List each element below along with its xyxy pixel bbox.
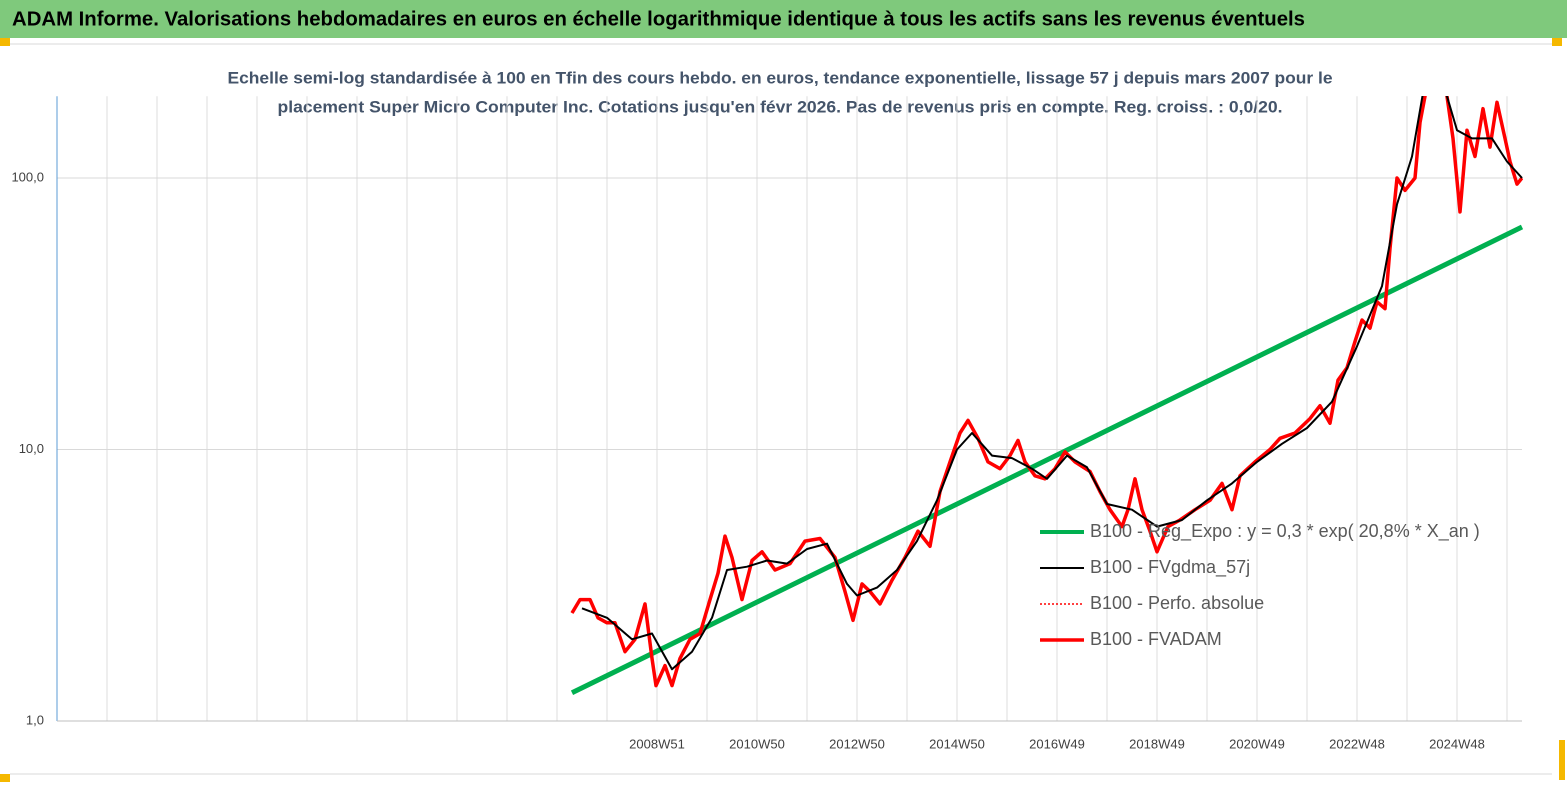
legend-label: B100 - FVADAM bbox=[1090, 629, 1222, 649]
x-tick-label: 2022W48 bbox=[1329, 736, 1385, 751]
legend-label: B100 - FVgdma_57j bbox=[1090, 557, 1250, 578]
chart-subtitle: Echelle semi-log standardisée à 100 en T… bbox=[228, 68, 1333, 87]
x-tick-label: 2018W49 bbox=[1129, 736, 1185, 751]
chart-subtitle: placement Super Micro Computer Inc. Cota… bbox=[278, 97, 1283, 116]
corner-marker bbox=[1552, 38, 1562, 46]
series-line bbox=[570, 224, 1523, 696]
x-tick-label: 2020W49 bbox=[1229, 736, 1285, 751]
legend: B100 - Reg_Expo : y = 0,3 * exp( 20,8% *… bbox=[1040, 521, 1480, 649]
page-title: ADAM Informe. Valorisations hebdomadaire… bbox=[12, 8, 1305, 30]
corner-marker bbox=[1559, 740, 1565, 780]
y-tick-label: 100,0 bbox=[11, 169, 44, 184]
legend-label: B100 - Reg_Expo : y = 0,3 * exp( 20,8% *… bbox=[1090, 521, 1480, 542]
header-bar bbox=[0, 0, 1567, 38]
x-tick-label: 2016W49 bbox=[1029, 736, 1085, 751]
series-line bbox=[581, 96, 1523, 671]
corner-marker bbox=[0, 38, 10, 46]
y-tick-label: 10,0 bbox=[19, 441, 44, 456]
x-tick-label: 2014W50 bbox=[929, 736, 985, 751]
x-tick-label: 2008W51 bbox=[629, 736, 685, 751]
x-tick-label: 2010W50 bbox=[729, 736, 785, 751]
y-tick-label: 1,0 bbox=[26, 712, 44, 727]
x-tick-label: 2024W48 bbox=[1429, 736, 1485, 751]
plot-area bbox=[570, 96, 1523, 696]
legend-label: B100 - Perfo. absolue bbox=[1090, 593, 1264, 613]
corner-marker bbox=[0, 774, 10, 782]
x-tick-label: 2012W50 bbox=[829, 736, 885, 751]
